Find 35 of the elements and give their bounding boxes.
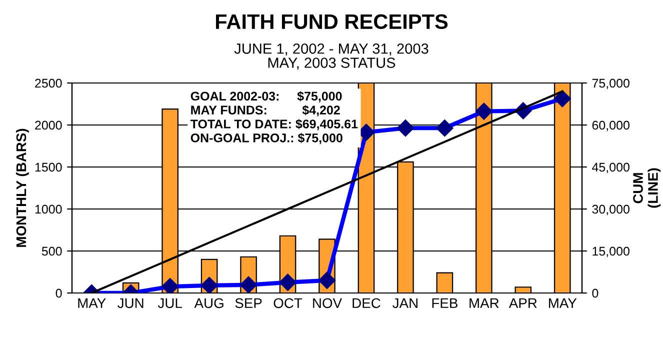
- y-axis-title: MONTHLY (BARS): [16, 128, 29, 247]
- bar: [514, 286, 532, 293]
- x-tick-label: APR: [508, 298, 537, 308]
- y-tick-label: 2500: [35, 78, 62, 88]
- annotation: TOTAL TO DATE: $69,405.61: [190, 119, 358, 130]
- y-tick-label: 500: [42, 246, 62, 256]
- x-tick-label: FEB: [432, 298, 458, 308]
- y-tick-label: 2000: [35, 120, 62, 130]
- y2-tick-label: 15,000: [592, 246, 630, 258]
- x-tick-label: JUL: [158, 298, 182, 308]
- y2-tick-label: 60,000: [592, 120, 630, 132]
- y2-axis-title: CUM (LINE): [633, 168, 661, 208]
- annotation: GOAL 2002-03: $75,000: [190, 91, 342, 102]
- y-tick-label: 1500: [35, 162, 62, 172]
- chart-subtitle: JUNE 1, 2002 - MAY 31, 2003 MAY, 2003 STATUS: [234, 43, 428, 70]
- y-tick-label: 0: [56, 288, 62, 298]
- y2-tick-label: 30,000: [592, 204, 630, 216]
- x-tick-label: JAN: [392, 298, 418, 308]
- x-tick-label: SEP: [235, 298, 262, 308]
- y2-tick-label: 75,000: [592, 78, 630, 90]
- x-tick-label: OCT: [274, 298, 302, 308]
- x-tick-label: MAY: [78, 298, 106, 308]
- x-tick-label: AUG: [194, 298, 224, 308]
- bar: [436, 272, 454, 293]
- y2-tick-label: 45,000: [592, 162, 630, 174]
- x-tick-label: MAY: [548, 298, 577, 308]
- y2-tick-label: 0: [592, 288, 598, 298]
- x-tick-label: JUN: [118, 298, 144, 308]
- chart-title: FAITH FUND RECEIPTS: [216, 14, 448, 30]
- annotation: MAY FUNDS: $4,202: [191, 105, 340, 116]
- annotation: ON-GOAL PROJ.: $75,000: [190, 132, 342, 144]
- x-tick-label: DEC: [352, 298, 380, 308]
- y-tick-label: 1000: [35, 204, 62, 214]
- x-tick-label: MAR: [470, 298, 499, 308]
- x-tick-label: NOV: [313, 298, 342, 308]
